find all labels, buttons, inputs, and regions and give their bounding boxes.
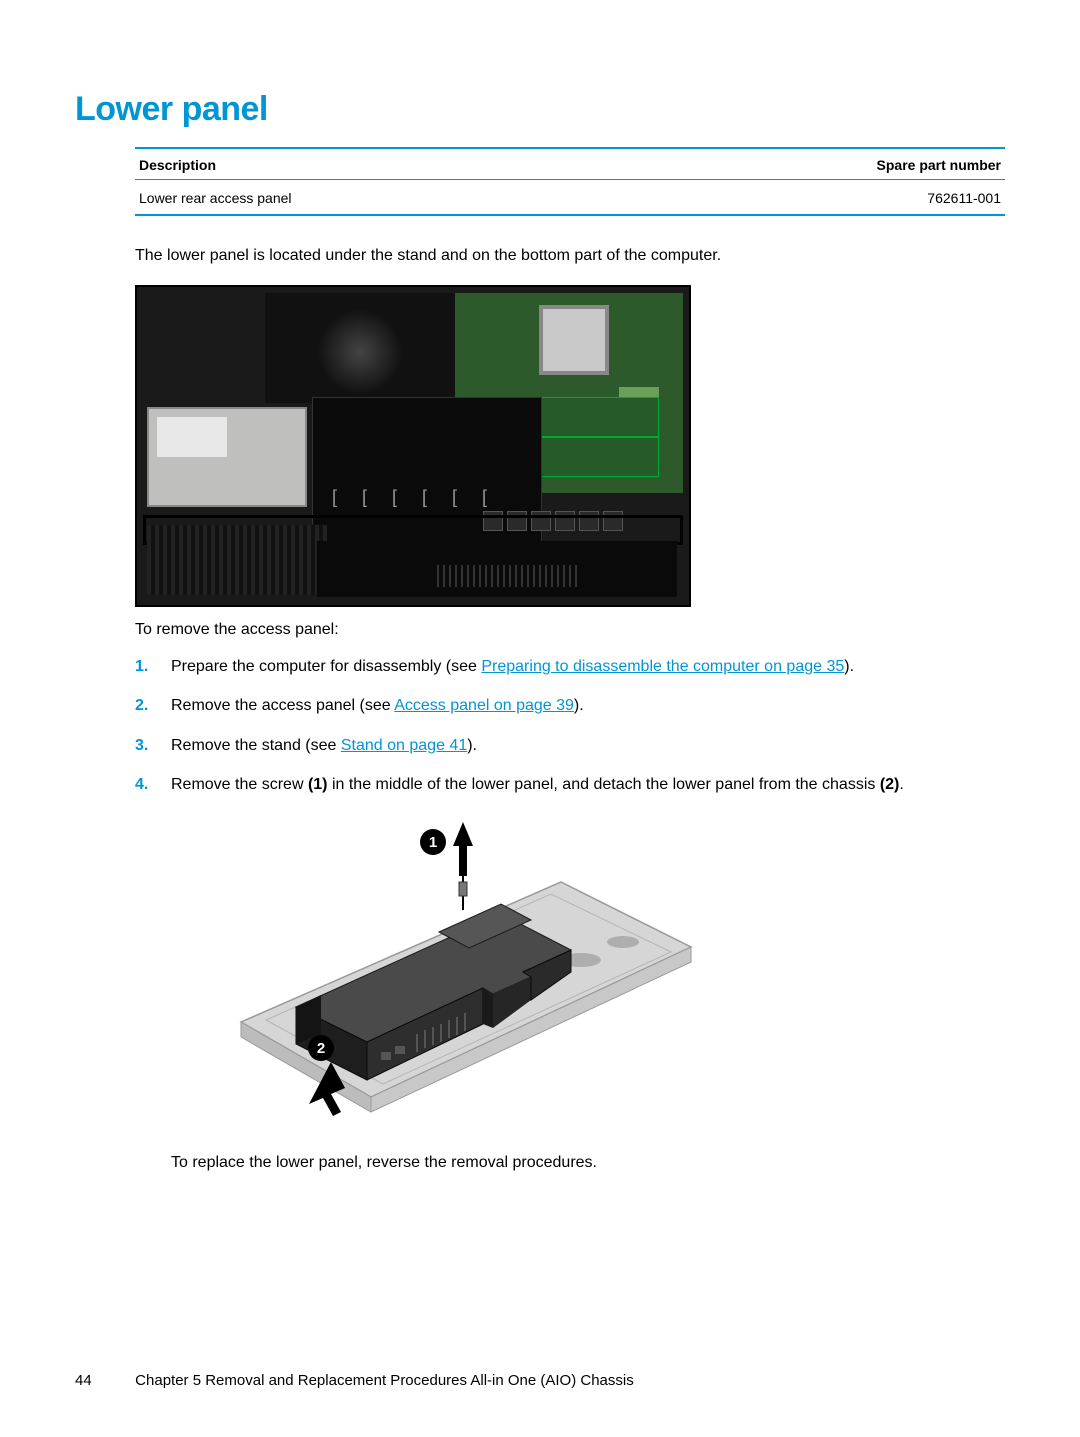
- step-text: in the middle of the lower panel, and de…: [328, 776, 880, 793]
- removal-steps-list: Prepare the computer for disassembly (se…: [135, 655, 1005, 796]
- step-3: Remove the stand (see Stand on page 41).: [135, 734, 1005, 757]
- chapter-title: Chapter 5 Removal and Replacement Proced…: [135, 1372, 634, 1389]
- internal-photo: [ [ [ [ [ [: [135, 285, 691, 607]
- step-text: Remove the access panel (see: [171, 697, 394, 714]
- step-text: ).: [467, 737, 477, 754]
- replace-instruction: To replace the lower panel, reverse the …: [171, 1154, 1005, 1172]
- table-row: Lower rear access panel 762611-001: [135, 180, 1005, 216]
- callout-1: 1: [420, 829, 446, 855]
- spare-parts-table: Description Spare part number Lower rear…: [135, 147, 1005, 216]
- step-text: ).: [844, 658, 854, 675]
- callout-2: 2: [308, 1035, 334, 1061]
- link-prepare-disassemble[interactable]: Preparing to disassemble the computer on…: [481, 658, 844, 675]
- section-heading: Lower panel: [75, 90, 1005, 129]
- page-number: 44: [75, 1372, 131, 1389]
- link-access-panel[interactable]: Access panel on page 39: [394, 697, 574, 714]
- table-cell-description: Lower rear access panel: [135, 180, 612, 216]
- callout-ref-1: (1): [308, 776, 328, 793]
- step-text: Remove the screw: [171, 776, 308, 793]
- table-cell-partno: 762611-001: [612, 180, 1005, 216]
- step-4: Remove the screw (1) in the middle of th…: [135, 773, 1005, 796]
- step-text: ).: [574, 697, 584, 714]
- svg-text:1: 1: [429, 834, 437, 851]
- remove-intro: To remove the access panel:: [135, 621, 1005, 639]
- table-header-partno: Spare part number: [612, 148, 1005, 180]
- intro-paragraph: The lower panel is located under the sta…: [135, 244, 1005, 267]
- step-text: .: [899, 776, 903, 793]
- svg-text:2: 2: [317, 1040, 325, 1057]
- page-footer: 44 Chapter 5 Removal and Replacement Pro…: [75, 1372, 1005, 1389]
- callout-ref-2: (2): [880, 776, 900, 793]
- step-2: Remove the access panel (see Access pane…: [135, 694, 1005, 717]
- step-1: Prepare the computer for disassembly (se…: [135, 655, 1005, 678]
- table-header-description: Description: [135, 148, 612, 180]
- removal-diagram: 1: [171, 812, 711, 1132]
- arrow-up-icon: [453, 822, 473, 876]
- step-text: Prepare the computer for disassembly (se…: [171, 658, 481, 675]
- step-text: Remove the stand (see: [171, 737, 341, 754]
- link-stand[interactable]: Stand on page 41: [341, 737, 467, 754]
